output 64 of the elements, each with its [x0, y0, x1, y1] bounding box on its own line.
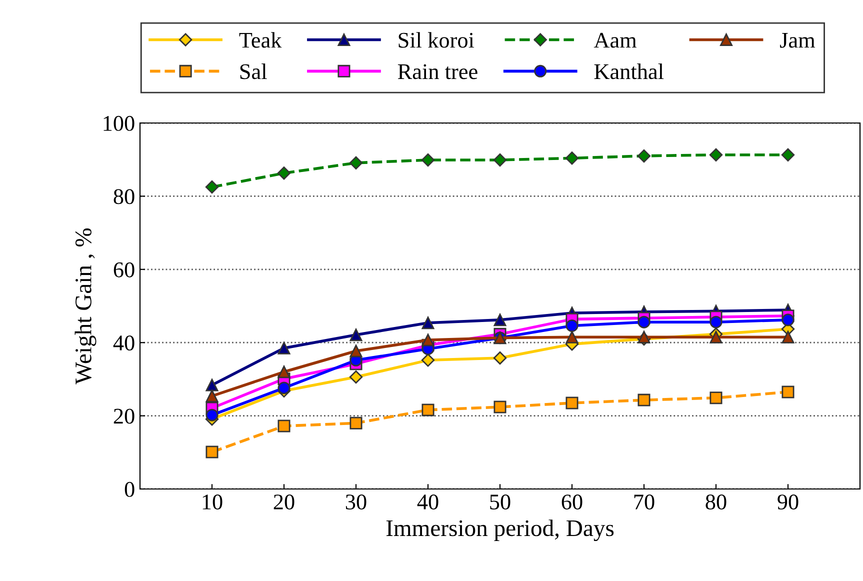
- x-tick-label: 40: [417, 494, 438, 510]
- point: [422, 404, 434, 416]
- point: [566, 320, 578, 332]
- point: [493, 153, 507, 167]
- point: [278, 420, 290, 432]
- point: [206, 446, 218, 458]
- point: [565, 152, 579, 165]
- point: [349, 370, 363, 384]
- point: [710, 316, 722, 328]
- y-axis-title: Weight Gain , %: [74, 228, 96, 384]
- point: [566, 330, 578, 344]
- x-tick-label: 20: [274, 494, 294, 510]
- point: [206, 378, 218, 392]
- y-tick-label: 80: [114, 189, 134, 204]
- point: [493, 351, 507, 365]
- point: [710, 392, 722, 404]
- y-tick-label: 100: [104, 116, 134, 131]
- point: [278, 366, 290, 378]
- x-tick-label: 80: [706, 494, 726, 510]
- point: [205, 180, 219, 194]
- x-tick-label: 10: [202, 494, 222, 510]
- point: [350, 416, 362, 430]
- legend-label: Teak: [239, 32, 282, 48]
- point: [421, 153, 435, 167]
- point: [638, 316, 650, 328]
- point: [422, 334, 434, 346]
- point: [422, 316, 434, 330]
- legend-label: Sal: [240, 64, 267, 80]
- point: [781, 148, 795, 162]
- x-tick-label: 50: [490, 494, 510, 510]
- point: [421, 354, 435, 367]
- x-tick-label: 30: [346, 494, 366, 510]
- y-tick-label: 60: [114, 262, 134, 278]
- point: [277, 166, 291, 180]
- point: [349, 156, 363, 170]
- point: [638, 330, 650, 344]
- point: [494, 314, 506, 326]
- legend-label: Sil koroi: [398, 32, 474, 48]
- x-tick-label: 70: [634, 494, 654, 510]
- point: [350, 344, 362, 358]
- legend-label: Kanthal: [594, 64, 664, 80]
- point: [782, 330, 794, 344]
- y-tick-label: 0: [124, 482, 134, 497]
- x-tick-label: 60: [562, 494, 582, 510]
- point: [782, 386, 794, 398]
- x-tick-label: 90: [778, 494, 798, 510]
- point: [206, 408, 218, 422]
- point: [782, 314, 794, 326]
- x-axis-title: Immersion period, Days: [386, 520, 614, 542]
- point: [350, 328, 362, 342]
- point: [709, 148, 723, 162]
- legend-label: Rain tree: [398, 64, 478, 80]
- point: [637, 149, 651, 163]
- legend-label: Aam: [594, 32, 637, 48]
- point: [278, 342, 290, 354]
- legend-label: Jam: [780, 33, 816, 48]
- point: [494, 400, 506, 414]
- point: [566, 396, 578, 410]
- y-tick-label: 40: [113, 336, 134, 351]
- point: [278, 382, 290, 394]
- y-tick-label: 20: [114, 408, 134, 424]
- point: [638, 394, 650, 406]
- point: [206, 390, 218, 402]
- point: [710, 330, 722, 344]
